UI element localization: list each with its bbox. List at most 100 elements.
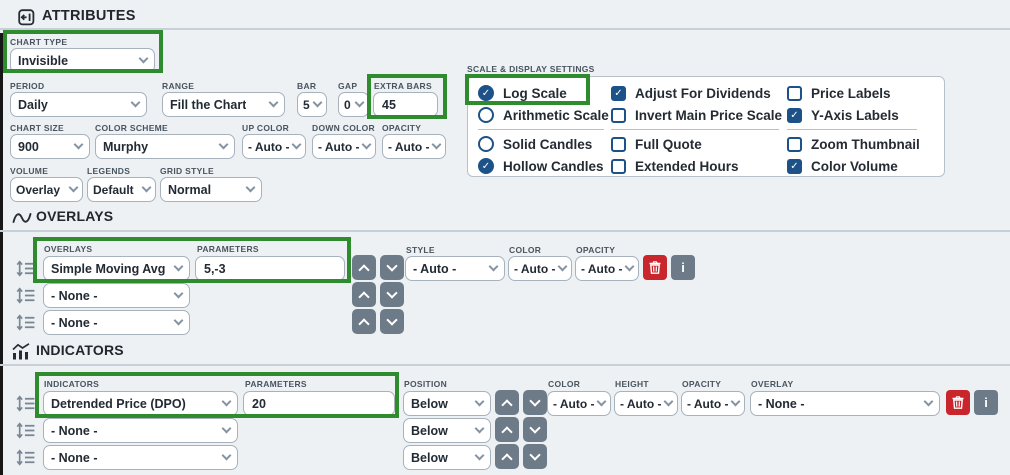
indicator-2-move-down-button[interactable] — [523, 417, 547, 442]
range-select[interactable]: Fill the Chart — [162, 92, 285, 117]
indicator-1-info-button[interactable]: i — [974, 390, 998, 415]
indicator-3-drag-handle[interactable] — [16, 449, 36, 466]
overlay-1-opacity-select[interactable]: - Auto - — [575, 256, 639, 281]
indicator-1-height-select[interactable]: - Auto - — [614, 391, 678, 416]
indicator-1-drag-handle[interactable] — [16, 395, 36, 412]
chevron-down-icon — [923, 396, 934, 407]
chevron-down-icon — [141, 182, 152, 193]
checkbox-extended-hours[interactable]: Extended Hours — [611, 155, 779, 177]
indicator-1-overlay-select[interactable]: - None - — [750, 391, 940, 416]
overlay-1-color-select[interactable]: - Auto - — [508, 256, 572, 281]
checkbox-full-quote[interactable]: Full Quote — [611, 133, 779, 155]
info-icon: i — [681, 260, 685, 275]
overlay-1-drag-handle[interactable] — [16, 260, 36, 277]
period-select[interactable]: Daily — [10, 92, 147, 117]
down-color-select[interactable]: - Auto - — [312, 134, 376, 159]
overlay-1-style-select[interactable]: - Auto - — [405, 256, 505, 281]
overlay-1-parameters-input[interactable] — [195, 256, 345, 281]
indicator-1-parameters-input[interactable] — [243, 391, 395, 416]
legends-value: Default — [93, 182, 134, 197]
chevron-down-icon — [130, 97, 141, 108]
checkbox-adjust-for-dividends[interactable]: ✓ Adjust For Dividends — [611, 82, 779, 104]
gap-value: 0 — [344, 97, 351, 112]
overlay-2-select[interactable]: - None - — [43, 283, 190, 308]
extra-bars-input[interactable] — [373, 92, 438, 117]
overlays-column-label: OVERLAYS — [44, 244, 93, 254]
radio-log-scale[interactable]: ✓ Log Scale — [478, 82, 604, 104]
window-edge — [0, 33, 3, 475]
indicators-section-title: INDICATORS — [36, 342, 124, 358]
overlay-1-select[interactable]: Simple Moving Avg — [43, 256, 190, 281]
overlay-3-move-down-button[interactable] — [380, 309, 404, 334]
up-color-select[interactable]: - Auto - — [242, 134, 306, 159]
indicator-1-move-up-button[interactable] — [495, 390, 519, 415]
indicator-3-move-up-button[interactable] — [495, 444, 519, 469]
chart-size-label: CHART SIZE — [10, 123, 64, 133]
grid-style-label: GRID STYLE — [160, 166, 215, 176]
scale-display-settings-box: ✓ Log Scale Arithmetic Scale Solid Candles ✓… — [467, 76, 945, 177]
indicators-column-label: INDICATORS — [44, 379, 100, 389]
overlay-1-info-button[interactable]: i — [671, 255, 695, 280]
chevron-down-icon — [173, 315, 184, 326]
checkbox-icon — [787, 85, 802, 101]
legends-select[interactable]: Default — [87, 177, 156, 202]
overlay-2-drag-handle[interactable] — [16, 287, 36, 304]
indicator-1-select[interactable]: Detrended Price (DPO) — [43, 391, 238, 416]
chart-type-label: CHART TYPE — [10, 37, 68, 47]
checkbox-color-volume[interactable]: ✓ Color Volume — [787, 155, 917, 177]
overlay-3-drag-handle[interactable] — [16, 314, 36, 331]
indicator-1-color-select[interactable]: - Auto - — [547, 391, 611, 416]
settings-column-middle: ✓ Adjust For Dividends Invert Main Price S… — [611, 82, 782, 177]
radio-solid-candles[interactable]: Solid Candles — [478, 133, 604, 155]
indicator-2-position-select[interactable]: Below — [403, 418, 491, 443]
chart-size-select[interactable]: 900 — [10, 134, 90, 159]
gap-select[interactable]: 0 — [338, 92, 369, 117]
indicator-1-color-value: - Auto - — [553, 396, 595, 411]
radio-hollow-candles[interactable]: ✓ Hollow Candles — [478, 155, 604, 177]
range-label: RANGE — [162, 81, 195, 91]
overlay-1-delete-button[interactable] — [643, 255, 667, 280]
indicator-2-select[interactable]: - None - — [43, 418, 238, 443]
overlay-1-move-down-button[interactable] — [380, 255, 404, 280]
checkbox-price-labels[interactable]: Price Labels — [787, 82, 917, 104]
indicator-3-select[interactable]: - None - — [43, 445, 238, 470]
chevron-down-icon — [291, 139, 302, 150]
option-label: Adjust For Dividends — [635, 85, 771, 101]
checkbox-zoom-thumbnail[interactable]: Zoom Thumbnail — [787, 133, 920, 155]
indicator-1-delete-button[interactable] — [946, 390, 970, 415]
chevron-down-icon — [488, 261, 499, 272]
indicator-2-move-up-button[interactable] — [495, 417, 519, 442]
overlay-2-move-up-button[interactable] — [352, 282, 376, 307]
overlay-1-value: Simple Moving Avg — [51, 261, 166, 276]
overlay-1-move-up-button[interactable] — [352, 255, 376, 280]
bar-select[interactable]: 5 — [297, 92, 327, 117]
overlay-3-move-up-button[interactable] — [352, 309, 376, 334]
settings-group-divider — [478, 129, 604, 130]
chevron-down-icon — [245, 182, 256, 193]
indicator-2-drag-handle[interactable] — [16, 422, 36, 439]
option-label: Price Labels — [811, 85, 891, 101]
chart-type-select[interactable]: Invisible — [10, 48, 155, 73]
indicator-1-move-down-button[interactable] — [523, 390, 547, 415]
indicator-1-position-select[interactable]: Below — [403, 391, 491, 416]
chevron-up-icon — [501, 398, 513, 411]
indicator-1-opacity-select[interactable]: - Auto - — [681, 391, 745, 416]
settings-column-right: Price Labels ✓ Y-Axis Labels Zoom Thumbnail… — [787, 82, 920, 177]
indicator-3-move-down-button[interactable] — [523, 444, 547, 469]
indicator-3-position-select[interactable]: Below — [403, 445, 491, 470]
checkbox-icon — [611, 136, 626, 152]
grid-style-select[interactable]: Normal — [160, 177, 262, 202]
checkbox-icon — [611, 158, 626, 174]
radio-arithmetic-scale[interactable]: Arithmetic Scale — [478, 104, 609, 126]
checkbox-y-axis-labels[interactable]: ✓ Y-Axis Labels — [787, 104, 917, 126]
opacity-select[interactable]: - Auto - — [382, 134, 446, 159]
checkbox-invert-main-price-scale[interactable]: Invert Main Price Scale — [611, 104, 782, 126]
overlay-3-select[interactable]: - None - — [43, 310, 190, 335]
overlay-2-move-down-button[interactable] — [380, 282, 404, 307]
checkbox-checked-icon: ✓ — [611, 85, 626, 101]
down-color-value: - Auto - — [318, 139, 360, 154]
chevron-up-icon — [501, 425, 513, 438]
color-scheme-select[interactable]: Murphy — [95, 134, 235, 159]
volume-select[interactable]: Overlay — [10, 177, 83, 202]
overlay-3-value: - None - — [51, 315, 98, 330]
